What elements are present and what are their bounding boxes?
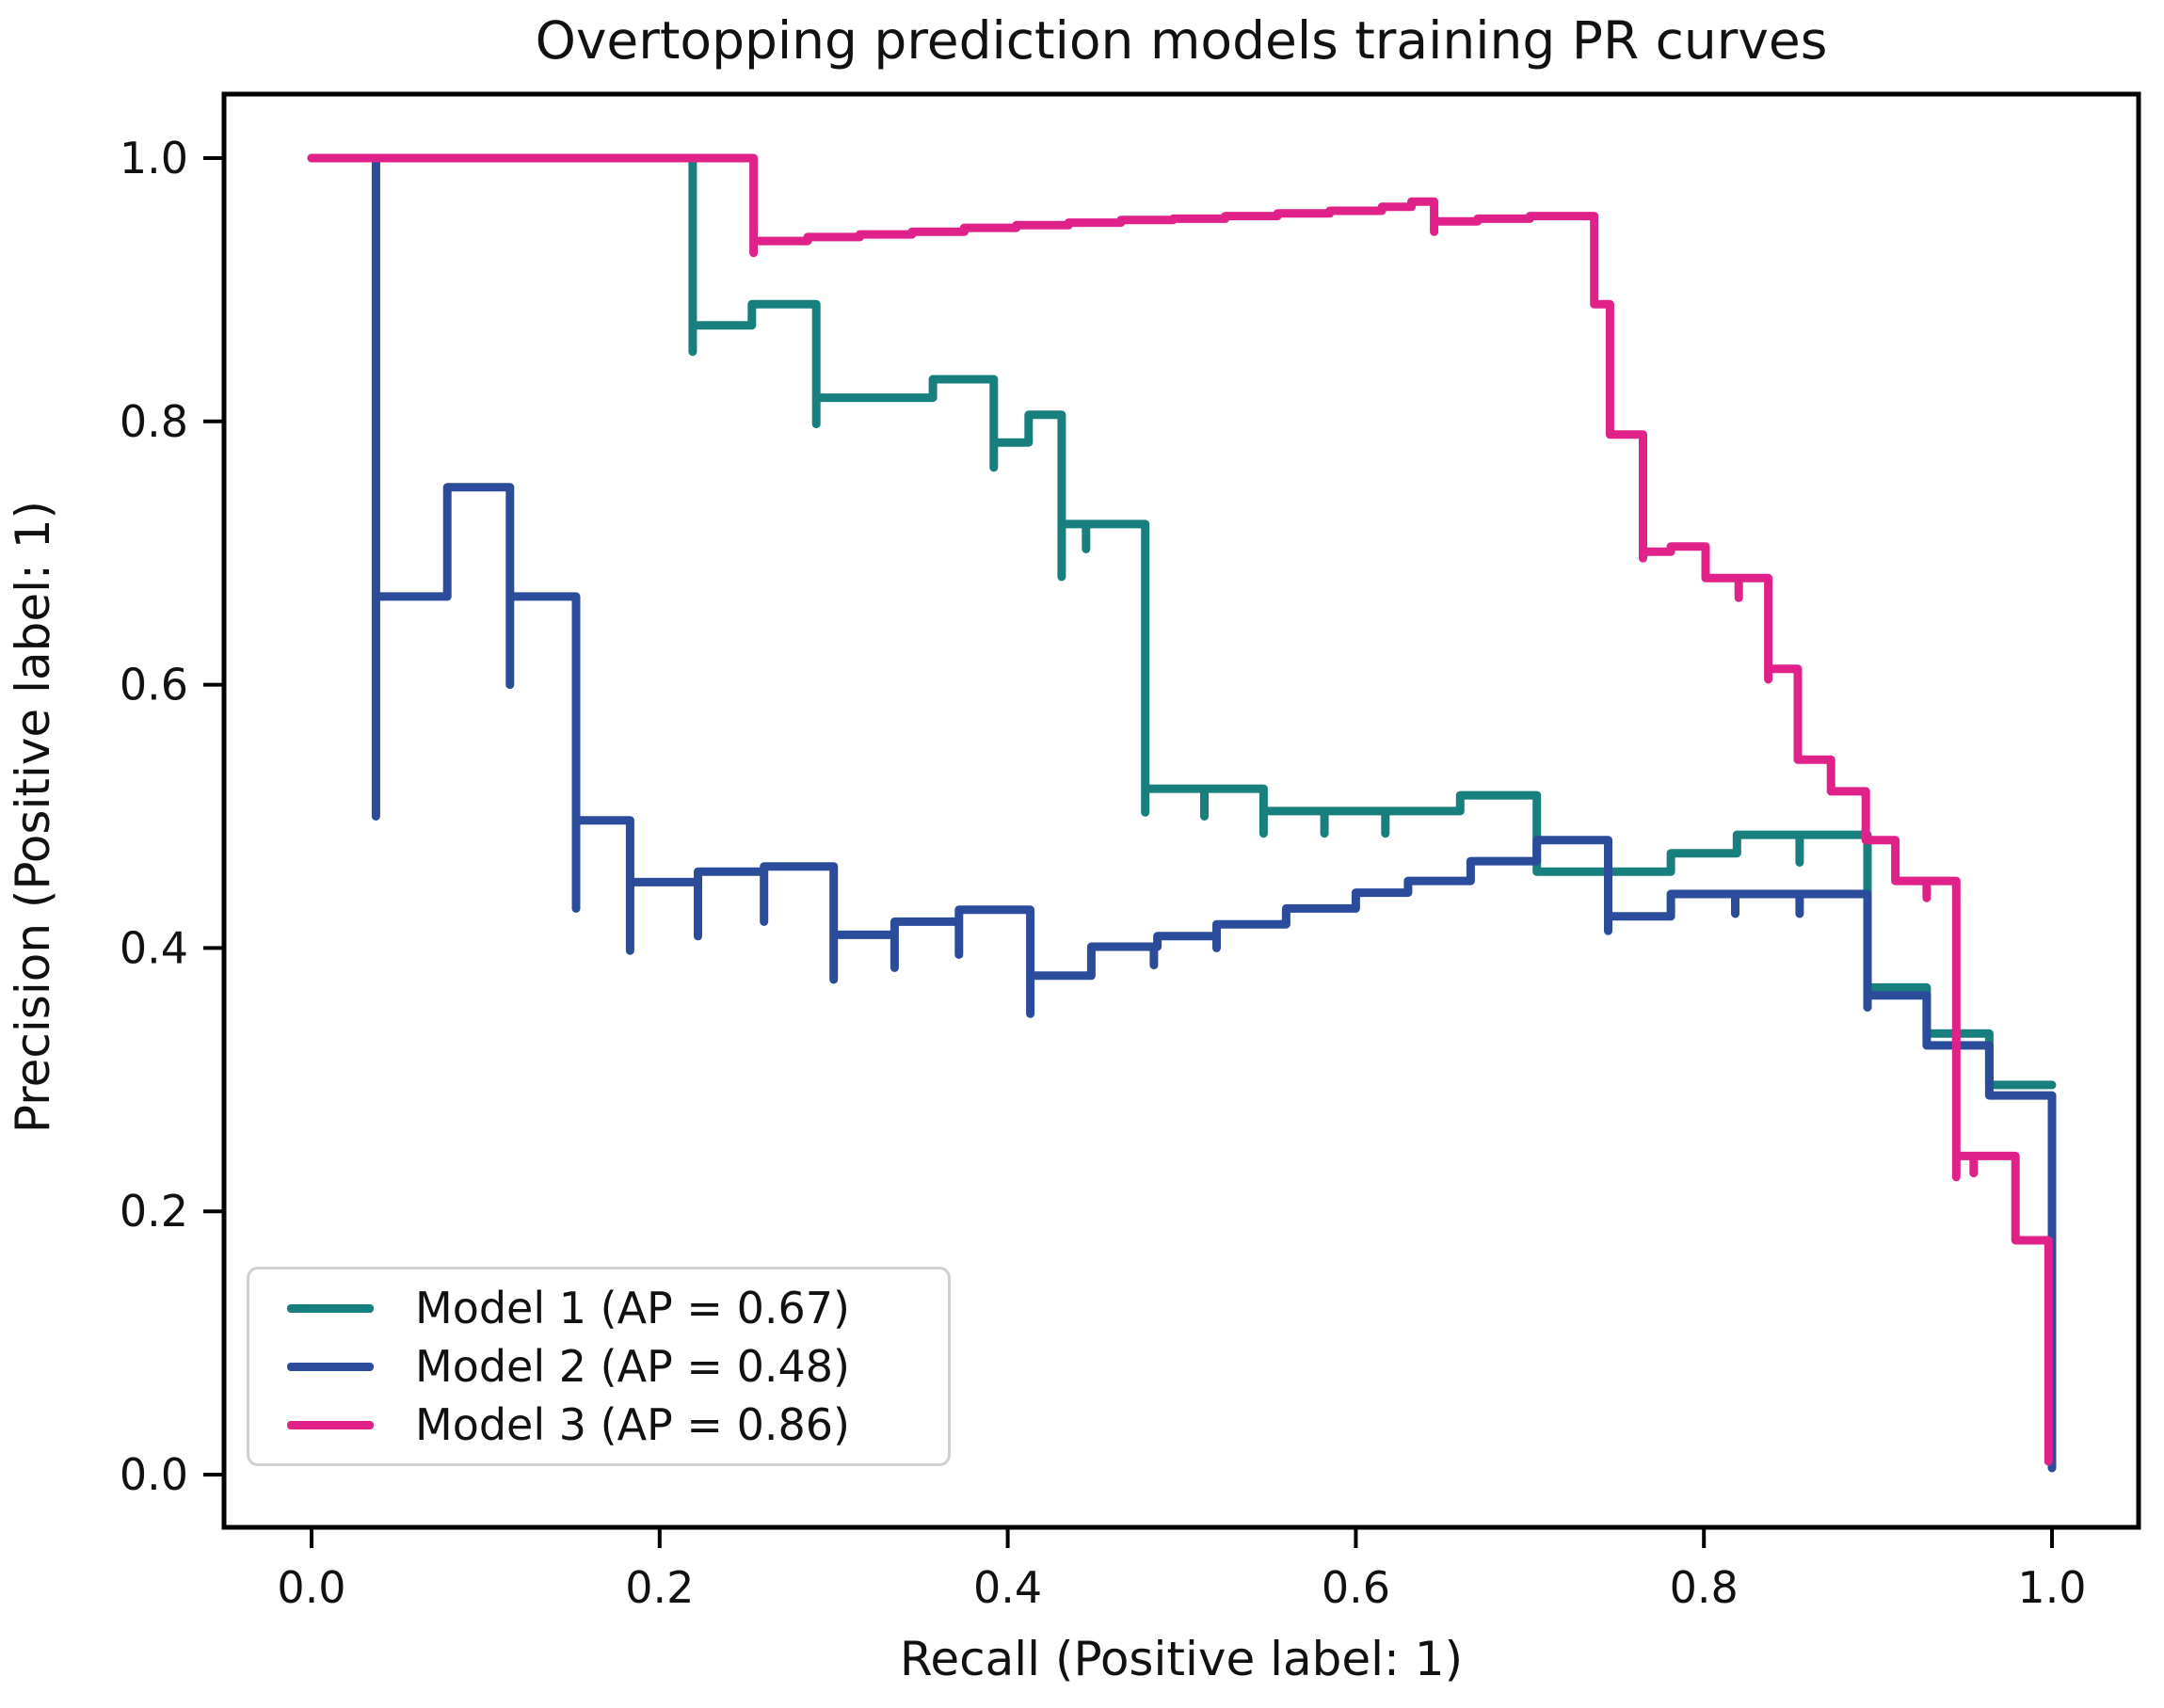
legend: Model 1 (AP = 0.67) Model 2 (AP = 0.48) …: [247, 1267, 951, 1466]
legend-label-model-3: Model 3 (AP = 0.86): [415, 1399, 850, 1450]
y-tick-label: 1.0: [120, 133, 188, 184]
y-tick-label: 0.0: [120, 1449, 188, 1500]
x-axis-label: Recall (Positive label: 1): [900, 1632, 1463, 1686]
pr-curve-model-1: [307, 153, 2057, 1090]
chart-title: Overtopping prediction models training P…: [536, 10, 1828, 71]
plot-frame: [221, 91, 2141, 1530]
x-tick-label: 0.4: [973, 1562, 1042, 1613]
legend-swatch-model-3: [287, 1420, 374, 1429]
pr-curve-model-2: [371, 153, 2057, 1473]
x-tick-label: 0.0: [277, 1562, 345, 1613]
y-tick-label: 0.8: [120, 396, 188, 447]
axis-ticks: 0.0 0.2 0.4 0.6 0.8 1.0 0.0 0.2 0.4 0.6 0.8 1.0: [120, 133, 2087, 1613]
y-axis-label: Precision (Positive label: 1): [6, 501, 60, 1133]
x-tick-label: 0.6: [1322, 1562, 1390, 1613]
x-tick-label: 0.8: [1670, 1562, 1739, 1613]
pr-curves: [307, 153, 2057, 1473]
y-tick-label: 0.2: [120, 1186, 188, 1237]
legend-swatch-model-2: [287, 1362, 374, 1371]
legend-item-model-1: Model 1 (AP = 0.67): [287, 1283, 938, 1333]
legend-item-model-2: Model 2 (AP = 0.48): [287, 1341, 938, 1392]
x-tick-label: 0.2: [625, 1562, 694, 1613]
legend-item-model-3: Model 3 (AP = 0.86): [287, 1399, 938, 1450]
pr-curve-model-3: [307, 153, 2053, 1466]
legend-swatch-model-1: [287, 1303, 374, 1313]
y-tick-label: 0.6: [120, 660, 188, 710]
legend-label-model-1: Model 1 (AP = 0.67): [415, 1283, 850, 1333]
y-tick-label: 0.4: [120, 922, 188, 973]
legend-label-model-2: Model 2 (AP = 0.48): [415, 1341, 850, 1392]
x-tick-label: 1.0: [2017, 1562, 2086, 1613]
